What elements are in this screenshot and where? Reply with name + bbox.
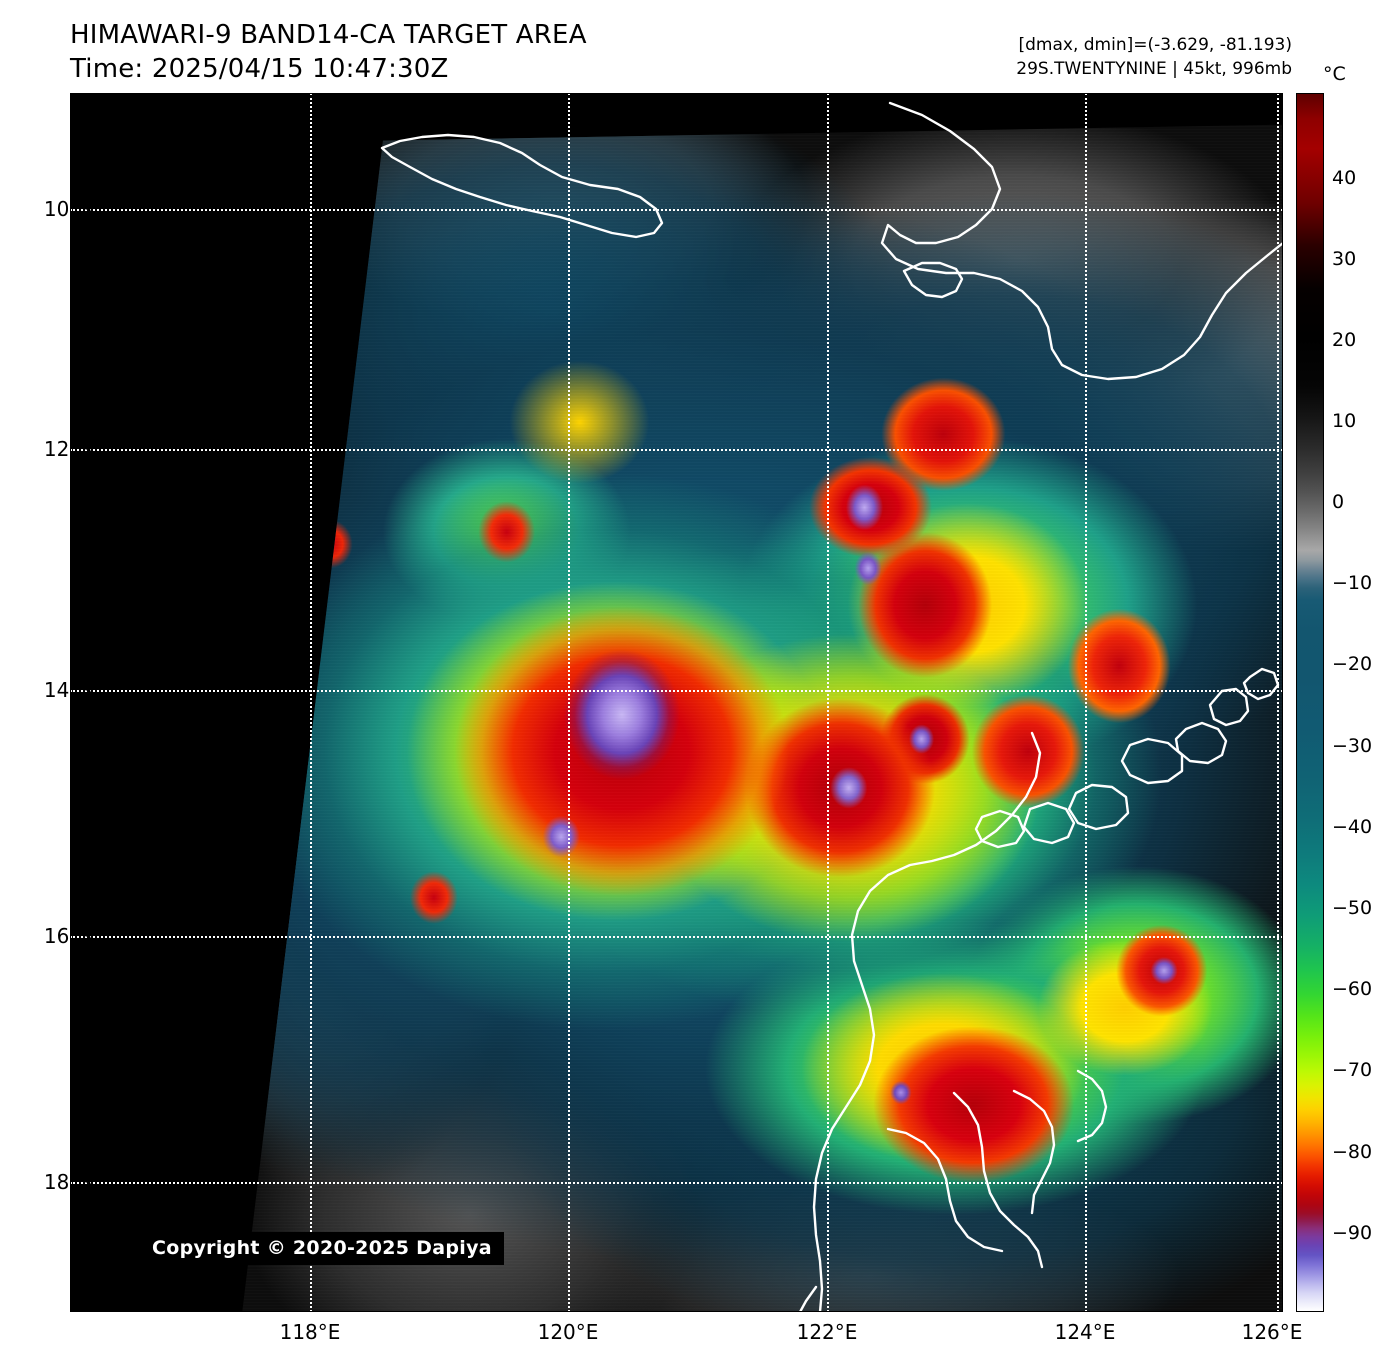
cbar-tick-m90: −90 xyxy=(1332,1222,1373,1244)
colorbar-unit-label: °C xyxy=(1323,63,1346,85)
cbar-tick-30: 30 xyxy=(1332,248,1357,270)
island-east-6 xyxy=(1022,801,1076,845)
xtick-label-124E: 124°E xyxy=(1054,1320,1116,1344)
cbar-tick-m70: −70 xyxy=(1332,1059,1373,1081)
cbar-tick-m10: −10 xyxy=(1332,572,1373,594)
cbar-tick-0: 0 xyxy=(1332,491,1345,513)
cbar-tick-20: 20 xyxy=(1332,329,1357,351)
gridline-lon-124 xyxy=(1085,93,1087,1312)
xtick-label-126E: 126°E xyxy=(1241,1320,1303,1344)
metadata-block: [dmax, dmin]=(-3.629, -81.193) 29S.TWENT… xyxy=(1016,33,1292,81)
gridline-lon-118 xyxy=(310,93,312,1312)
cbar-tick-m80: −80 xyxy=(1332,1141,1373,1163)
coastline-south-landmass xyxy=(812,731,1042,1312)
cbar-tick-m20: −20 xyxy=(1332,653,1373,675)
cbar-tick-m60: −60 xyxy=(1332,978,1373,1000)
coastline-south-tip xyxy=(798,1285,818,1312)
ytick-label-10S: 10°S xyxy=(43,197,92,221)
cbar-tick-10: 10 xyxy=(1332,410,1357,432)
island-east-3 xyxy=(1174,721,1228,765)
island-east-4 xyxy=(1120,737,1184,785)
island-east-2 xyxy=(1208,687,1250,727)
island-east-1 xyxy=(1242,667,1280,701)
copyright-badge: Copyright © 2020-2025 Dapiya xyxy=(140,1232,504,1265)
gridline-lon-122 xyxy=(827,93,829,1312)
satellite-swath xyxy=(242,124,1283,1312)
coastline-overlay xyxy=(380,101,1283,1312)
river-south-3 xyxy=(1012,1089,1056,1215)
gridline-lat-14 xyxy=(70,690,1283,692)
overshooting-tops-layer xyxy=(242,124,1283,1312)
title-product-line: HIMAWARI-9 BAND14-CA TARGET AREA xyxy=(70,20,587,50)
xtick-label-120E: 120°E xyxy=(537,1320,599,1344)
temperature-colorbar xyxy=(1296,93,1324,1312)
gridline-lat-18 xyxy=(70,1182,1283,1184)
cbar-tick-40: 40 xyxy=(1332,167,1357,189)
ytick-label-12S: 12°S xyxy=(43,437,92,461)
river-south-4 xyxy=(1076,1069,1108,1143)
cbar-tick-m50: −50 xyxy=(1332,897,1373,919)
dmax-dmin-label: [dmax, dmin]=(-3.629, -81.193) xyxy=(1018,35,1293,55)
page-title: HIMAWARI-9 BAND14-CA TARGET AREA Time: 2… xyxy=(70,18,587,86)
satellite-image-plot: Copyright © 2020-2025 Dapiya xyxy=(70,93,1283,1312)
gridline-lat-16 xyxy=(70,936,1283,938)
gridline-lon-126 xyxy=(1277,93,1279,1312)
xtick-label-118E: 118°E xyxy=(279,1320,341,1344)
island-east-7 xyxy=(974,809,1026,849)
gridline-lat-10 xyxy=(70,209,1283,211)
cbar-tick-m40: −40 xyxy=(1332,816,1373,838)
gridline-lon-120 xyxy=(568,93,570,1312)
river-south-1 xyxy=(952,1091,1044,1269)
coastline-north-landmass xyxy=(880,101,1283,381)
xtick-label-122E: 122°E xyxy=(796,1320,858,1344)
island-east-5 xyxy=(1067,783,1130,831)
scanline-texture xyxy=(242,124,1283,1312)
island-coast-northwest xyxy=(380,133,664,239)
ytick-label-18S: 18°S xyxy=(43,1170,92,1194)
cbar-tick-m30: −30 xyxy=(1332,735,1373,757)
ytick-label-16S: 16°S xyxy=(43,924,92,948)
coastline-bay-detail xyxy=(902,261,964,299)
river-south-2 xyxy=(886,1127,1004,1253)
storm-info-label: 29S.TWENTYNINE | 45kt, 996mb xyxy=(1016,59,1292,79)
gridline-lat-12 xyxy=(70,449,1283,451)
title-time-line: Time: 2025/04/15 10:47:30Z xyxy=(70,54,449,84)
ytick-label-14S: 14°S xyxy=(43,678,92,702)
